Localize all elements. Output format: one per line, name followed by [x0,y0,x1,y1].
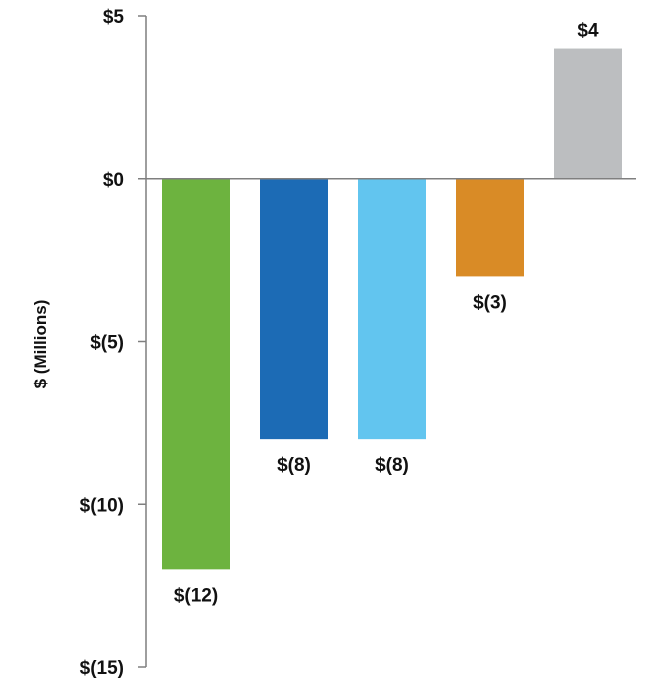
bar-data-label: $(8) [375,455,409,476]
y-axis-title: $ (Millions) [31,300,50,389]
bars [146,48,636,570]
bar-data-label: $(3) [473,292,507,313]
y-tick-label: $(15) [80,658,124,679]
y-axis: $5 $0 $(5) $(10) $(15) [80,7,147,679]
bar-data-label: $(8) [277,455,311,476]
bar [162,178,230,570]
bar [554,48,622,179]
y-tick-label: $(5) [90,333,124,354]
bar [260,178,328,440]
bar-data-label: $4 [577,21,599,42]
bar-data-label: $(12) [174,585,218,606]
bar [358,178,426,440]
y-tick-label: $5 [103,7,125,28]
y-tick-label: $(10) [80,495,124,516]
data-labels: $(12) $(8) $(8) $(3) $4 [174,21,599,607]
y-tick-label: $0 [103,170,124,191]
bar [456,178,524,277]
